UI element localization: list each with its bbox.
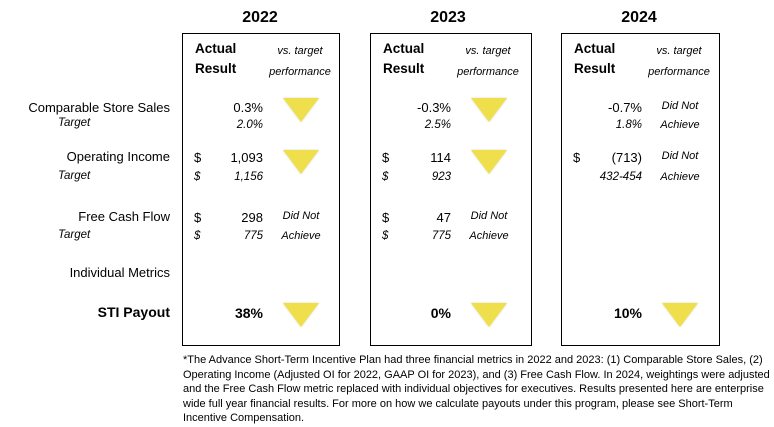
target-value-fcf: 775 [431,230,451,242]
target-value-css: 2.0% [236,119,263,131]
header-vs-target: vs. target performance [453,41,523,83]
year-header-2023: 2023 [430,9,466,26]
row-label-target-fcf: Target [58,229,91,241]
header-vs-target: vs. target performance [644,41,714,83]
actual-value-fcf: 47 [436,210,451,225]
row-label-individual-metrics: Individual Metrics [69,265,170,280]
currency-symbol: $ [194,150,202,165]
row-label-sti-payout: STI Payout [97,304,170,320]
performance-note-line2: Achieve [660,119,700,131]
header-actual-result: Actual Result [383,39,424,79]
currency-symbol: $ [194,210,202,225]
performance-note-line2: Achieve [660,171,700,183]
actual-value-css: 0.3% [233,100,263,115]
header-vs-line1: vs. target [465,45,511,57]
performance-note-line1: Did Not [282,210,320,222]
actual-value-fcf: 298 [241,210,263,225]
currency-symbol: $ [382,230,389,242]
down-triangle-indicator [283,98,319,122]
target-value-css: 1.8% [615,119,642,131]
target-value-oi: 923 [431,171,451,183]
header-actual-result: Actual Result [195,39,236,79]
header-vs-target: vs. target performance [265,41,335,83]
performance-note-line1: Did Not [661,100,699,112]
row-label-comparable-store-sales: Comparable Store Sales [28,100,170,115]
year-box-2023: Actual Result vs. target performance -0.… [370,33,532,346]
sti-payout-value: 10% [613,305,642,321]
header-vs-line2: performance [648,66,710,78]
performance-note-line2: Achieve [281,230,321,242]
actual-value-css: -0.7% [608,100,642,115]
header-actual-result: Actual Result [574,39,615,79]
row-label-target-oi: Target [58,170,91,182]
currency-symbol: $ [194,230,201,242]
target-value-fcf: 775 [243,230,263,242]
target-value-oi: 1,156 [234,171,263,183]
currency-symbol: $ [382,210,390,225]
performance-note-line2: Achieve [469,230,509,242]
year-header-2022: 2022 [242,9,278,26]
down-triangle-indicator [283,150,319,174]
year-box-2022: Actual Result vs. target performance 0.3… [182,33,340,346]
performance-note-line1: Did Not [661,150,699,162]
actual-value-oi: 114 [430,150,451,165]
year-box-2024: Actual Result vs. target performance -0.… [561,33,720,346]
currency-symbol: $ [194,171,201,183]
header-actual-line2: Result [383,61,425,76]
sti-payout-value: 0% [430,305,451,321]
currency-symbol: $ [573,150,581,165]
performance-note-line1: Did Not [470,210,508,222]
header-vs-line1: vs. target [656,45,702,57]
header-vs-line2: performance [269,66,331,78]
header-actual-line2: Result [574,61,616,76]
header-vs-line2: performance [457,66,519,78]
row-label-target-css: Target [58,117,91,129]
down-triangle-indicator [471,150,507,174]
actual-value-oi: (713) [611,150,642,165]
row-label-free-cash-flow: Free Cash Flow [78,209,170,224]
header-actual-line2: Result [195,61,237,76]
target-value-css: 2.5% [424,119,451,131]
currency-symbol: $ [382,171,389,183]
row-label-operating-income: Operating Income [66,149,170,164]
down-triangle-indicator [471,98,507,122]
header-actual-line1: Actual [195,41,237,56]
down-triangle-indicator [662,303,698,327]
actual-value-css: -0.3% [417,100,451,115]
footnote-text: *The Advance Short-Term Incentive Plan h… [183,354,770,425]
target-value-oi: 432-454 [599,171,642,183]
down-triangle-indicator [471,303,507,327]
header-vs-line1: vs. target [277,45,323,57]
header-actual-line1: Actual [383,41,425,56]
header-actual-line1: Actual [574,41,616,56]
year-header-2024: 2024 [621,9,657,26]
down-triangle-indicator [283,303,319,327]
actual-value-oi: 1,093 [230,150,263,165]
currency-symbol: $ [382,150,390,165]
sti-payout-value: 38% [234,305,263,321]
